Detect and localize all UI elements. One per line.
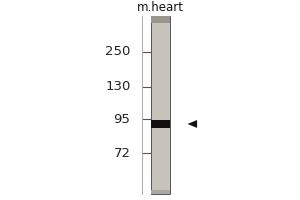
- Text: 130: 130: [105, 80, 130, 93]
- Bar: [151, 120, 170, 128]
- Polygon shape: [188, 120, 197, 128]
- Bar: [151, 16, 170, 194]
- Text: 95: 95: [114, 113, 130, 126]
- Bar: [151, 190, 170, 194]
- Text: m.heart: m.heart: [137, 1, 184, 14]
- Text: 250: 250: [105, 45, 130, 58]
- Text: 72: 72: [113, 147, 130, 160]
- Bar: [151, 16, 170, 23]
